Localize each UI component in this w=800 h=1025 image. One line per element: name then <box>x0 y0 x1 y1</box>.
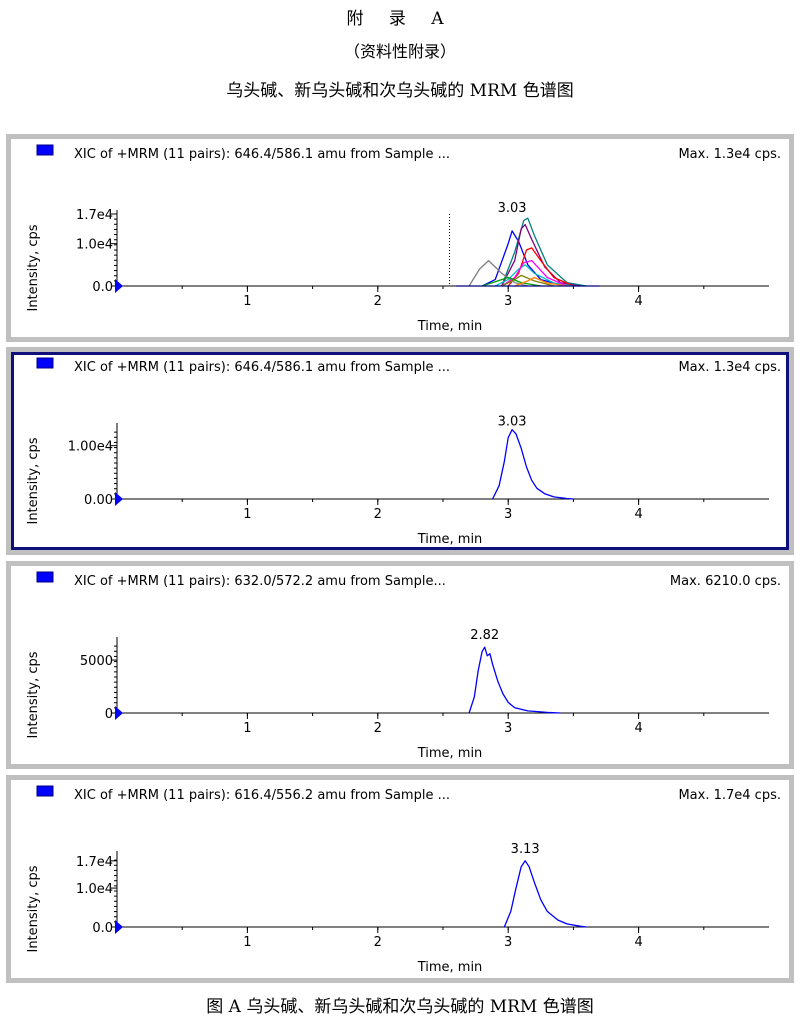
x-tick-label: 4 <box>634 721 642 736</box>
y-tick-label: 0 <box>105 707 113 722</box>
y-tick-label: 1.00e4 <box>68 440 113 455</box>
chromatogram-pane-4[interactable]: XIC of +MRM (11 pairs): 616.4/556.2 amu … <box>6 775 794 983</box>
plot-background <box>11 352 789 550</box>
chromatogram-trace <box>503 860 587 928</box>
y-axis-title: Intensity, cps <box>26 651 41 738</box>
x-tick-label: 1 <box>243 935 251 950</box>
chromatogram-trace <box>501 274 554 287</box>
legend-square[interactable] <box>36 785 54 797</box>
x-tick-label: 2 <box>374 935 382 950</box>
trace-header: XIC of +MRM (11 pairs): 646.4/586.1 amu … <box>74 147 450 162</box>
chromatogram-trace <box>494 264 574 287</box>
x-axis-title: Time, min <box>417 960 483 975</box>
x-tick-label: 1 <box>243 507 251 522</box>
peak-label: 3.03 <box>498 415 527 430</box>
y-tick-label: 1.7e4 <box>76 208 113 223</box>
legend-square[interactable] <box>36 144 54 156</box>
chromatogram-trace <box>514 276 567 287</box>
legend-square[interactable] <box>36 571 54 583</box>
max-intensity-label: Max. 1.3e4 cps. <box>678 360 781 375</box>
plot-background <box>11 780 789 978</box>
chromatogram-svg: XIC of +MRM (11 pairs): 616.4/556.2 amu … <box>11 780 789 978</box>
chromatogram-trace <box>468 646 561 714</box>
x-tick-label: 1 <box>243 721 251 736</box>
y-axis-title: Intensity, cps <box>26 437 41 524</box>
trace-header: XIC of +MRM (11 pairs): 646.4/586.1 amu … <box>74 360 450 375</box>
chromatogram-svg: XIC of +MRM (11 pairs): 646.4/586.1 amu … <box>11 139 789 337</box>
y-tick-label: 5000 <box>80 654 113 669</box>
baseline-marker[interactable] <box>115 920 123 934</box>
x-tick-label: 3 <box>504 935 512 950</box>
x-tick-label: 2 <box>374 721 382 736</box>
x-tick-label: 3 <box>504 294 512 309</box>
chromatogram-trace <box>492 429 574 500</box>
chromatogram-trace <box>481 276 541 287</box>
max-intensity-label: Max. 1.3e4 cps. <box>678 147 781 162</box>
chromatogram-pane-1[interactable]: XIC of +MRM (11 pairs): 646.4/586.1 amu … <box>6 134 794 342</box>
y-tick-label: 1.0e4 <box>76 882 113 897</box>
x-tick-label: 4 <box>634 507 642 522</box>
peak-label: 3.03 <box>498 201 527 216</box>
peak-label: 2.82 <box>470 628 499 643</box>
y-tick-label: 1.0e4 <box>76 238 113 253</box>
chromatogram-pane-2[interactable]: XIC of +MRM (11 pairs): 646.4/586.1 amu … <box>6 347 794 555</box>
max-intensity-label: Max. 1.7e4 cps. <box>678 788 781 803</box>
chromatogram-pane-3[interactable]: XIC of +MRM (11 pairs): 632.0/572.2 amu … <box>6 561 794 769</box>
x-tick-label: 3 <box>504 507 512 522</box>
selection-border <box>11 352 789 550</box>
chromatogram-trace <box>501 223 581 287</box>
baseline-marker[interactable] <box>115 492 123 506</box>
plot-background <box>11 566 789 764</box>
trace-header: XIC of +MRM (11 pairs): 616.4/556.2 amu … <box>74 788 450 803</box>
x-tick-label: 1 <box>243 294 251 309</box>
x-tick-label: 4 <box>634 294 642 309</box>
chromatogram-trace <box>507 247 574 287</box>
x-tick-label: 3 <box>504 721 512 736</box>
y-tick-label: 0.0 <box>92 921 113 936</box>
y-tick-label: 0.00 <box>84 493 113 508</box>
y-tick-label: 0.0 <box>92 280 113 295</box>
x-axis-title: Time, min <box>417 532 483 547</box>
x-tick-label: 2 <box>374 294 382 309</box>
x-axis-title: Time, min <box>417 319 483 334</box>
chromatogram-trace <box>501 217 587 287</box>
max-intensity-label: Max. 6210.0 cps. <box>670 574 781 589</box>
figure-caption: 图 A 乌头碱、新乌头碱和次乌头碱的 MRM 色谱图 <box>206 997 594 1017</box>
appendix-subtitle: （资料性附录） <box>343 42 456 61</box>
legend-square[interactable] <box>36 357 54 369</box>
document-title: 乌头碱、新乌头碱和次乌头碱的 MRM 色谱图 <box>226 81 574 101</box>
baseline-marker[interactable] <box>115 706 123 720</box>
x-axis-title: Time, min <box>417 746 483 761</box>
baseline-marker[interactable] <box>115 279 123 293</box>
chromatogram-trace <box>468 259 528 287</box>
plot-background <box>11 139 789 337</box>
y-axis-title: Intensity, cps <box>26 224 41 311</box>
trace-header: XIC of +MRM (11 pairs): 632.0/572.2 amu … <box>74 574 446 589</box>
peak-label: 3.13 <box>511 842 540 857</box>
appendix-title: 附 录 A <box>346 9 454 29</box>
y-tick-label: 1.7e4 <box>76 855 113 870</box>
chromatogram-svg: XIC of +MRM (11 pairs): 632.0/572.2 amu … <box>11 566 789 764</box>
chromatogram-svg: XIC of +MRM (11 pairs): 646.4/586.1 amu … <box>11 352 789 550</box>
x-tick-label: 4 <box>634 935 642 950</box>
y-axis-title: Intensity, cps <box>26 865 41 952</box>
x-tick-label: 2 <box>374 507 382 522</box>
